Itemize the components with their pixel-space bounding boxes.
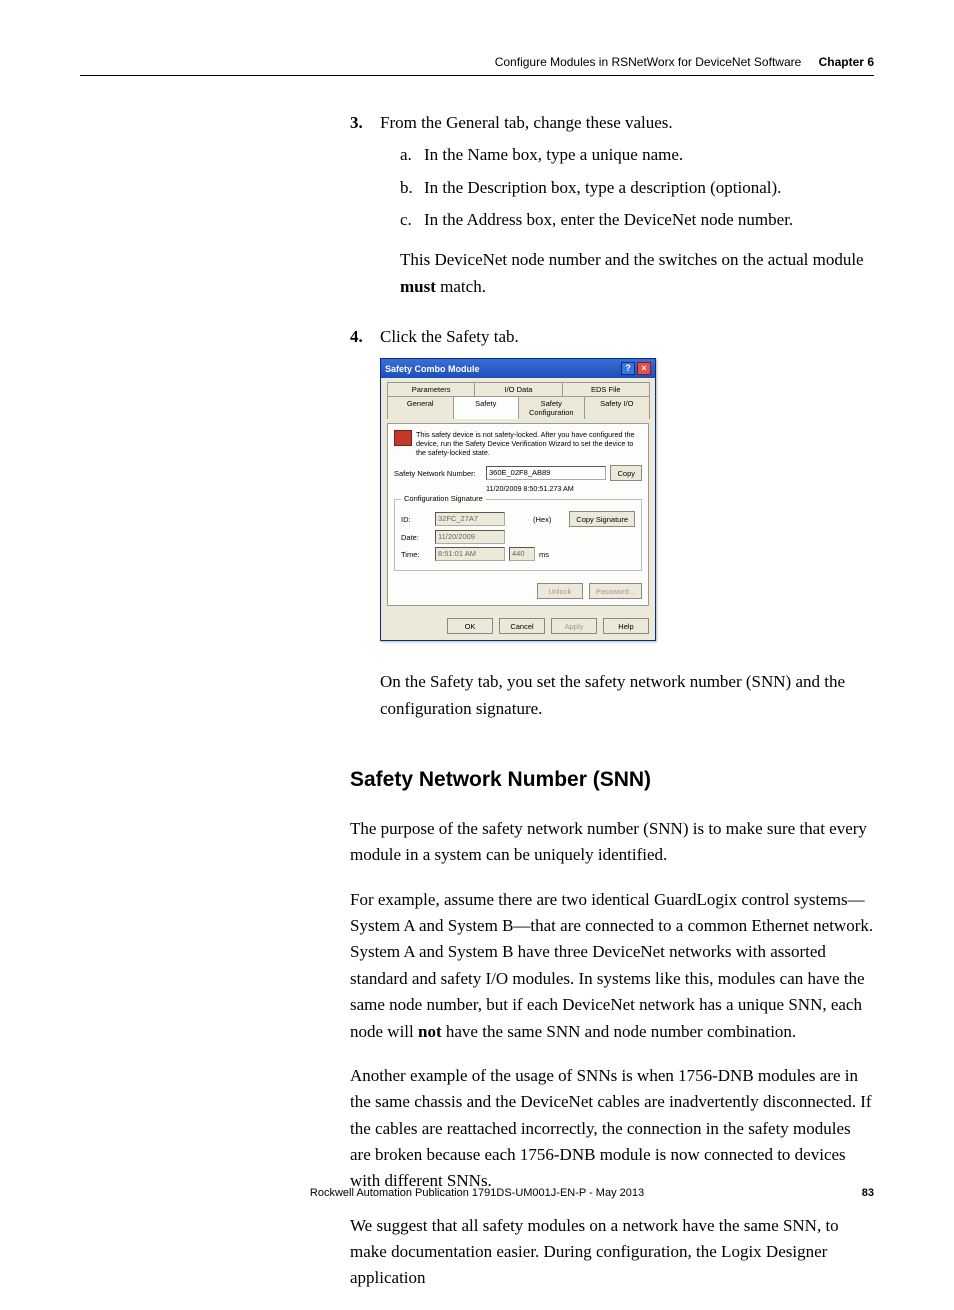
tab-safety-config[interactable]: Safety Configuration	[518, 396, 585, 419]
step-3-note-pre: This DeviceNet node number and the switc…	[400, 250, 864, 269]
safety-dialog: Safety Combo Module ? × Parameters I/O D…	[380, 358, 656, 641]
snn-label: Safety Network Number:	[394, 469, 482, 478]
ms-input: 440	[509, 547, 535, 561]
tab-safety[interactable]: Safety	[453, 396, 520, 419]
after-dialog-text: On the Safety tab, you set the safety ne…	[350, 669, 874, 722]
snn-para-2: For example, assume there are two identi…	[350, 887, 874, 1045]
config-signature-title: Configuration Signature	[401, 494, 486, 503]
step-4-number: 4.	[350, 324, 380, 350]
copy-signature-button[interactable]: Copy Signature	[569, 511, 635, 527]
close-icon[interactable]: ×	[637, 362, 651, 375]
step-3a-text: In the Name box, type a unique name.	[424, 142, 874, 168]
snn-para-1: The purpose of the safety network number…	[350, 816, 874, 869]
step-3b: b. In the Description box, type a descri…	[400, 175, 874, 201]
help-icon[interactable]: ?	[621, 362, 635, 375]
step-3-note: This DeviceNet node number and the switc…	[400, 247, 874, 300]
id-label: ID:	[401, 515, 431, 524]
ok-button[interactable]: OK	[447, 618, 493, 634]
copy-button[interactable]: Copy	[610, 465, 642, 481]
step-3c-letter: c.	[400, 207, 424, 233]
page-footer: Rockwell Automation Publication 1791DS-U…	[80, 1187, 874, 1199]
dialog-titlebar: Safety Combo Module ? ×	[381, 359, 655, 378]
step-3-number: 3.	[350, 110, 380, 318]
id-input: 32FC_27A7	[435, 512, 505, 526]
header-rule	[80, 75, 874, 76]
tab-general[interactable]: General	[387, 396, 454, 419]
step-3b-letter: b.	[400, 175, 424, 201]
date-label: Date:	[401, 533, 431, 542]
snn-para-2-pre: For example, assume there are two identi…	[350, 890, 873, 1041]
ms-unit: ms	[539, 550, 549, 559]
tab-safety-io[interactable]: Safety I/O	[584, 396, 651, 419]
step-3c-text: In the Address box, enter the DeviceNet …	[424, 207, 874, 233]
step-3c: c. In the Address box, enter the DeviceN…	[400, 207, 874, 233]
tab-eds-file[interactable]: EDS File	[562, 382, 650, 396]
config-signature-group: Configuration Signature ID: 32FC_27A7 (H…	[394, 499, 642, 571]
dialog-footer: OK Cancel Apply Help	[381, 612, 655, 640]
dialog-tabs: Parameters I/O Data EDS File General Saf…	[387, 382, 649, 419]
help-button[interactable]: Help	[603, 618, 649, 634]
cancel-button[interactable]: Cancel	[499, 618, 545, 634]
dialog-panel: This safety device is not safety-locked.…	[387, 423, 649, 606]
tab-io-data[interactable]: I/O Data	[474, 382, 562, 396]
password-button: Password...	[589, 583, 642, 599]
time-label: Time:	[401, 550, 431, 559]
snn-date-note: 11/20/2009 8:50:51.273 AM	[486, 484, 642, 493]
snn-input[interactable]: 360E_02F8_AB89	[486, 466, 606, 480]
step-3-text: From the General tab, change these value…	[380, 110, 874, 136]
snn-para-4: We suggest that all safety modules on a …	[350, 1213, 874, 1292]
step-3-note-post: match.	[436, 277, 486, 296]
step-3: 3. From the General tab, change these va…	[350, 110, 874, 318]
step-4-text: Click the Safety tab.	[380, 324, 874, 350]
footer-page-number: 83	[862, 1187, 874, 1199]
step-4: 4. Click the Safety tab.	[350, 324, 874, 350]
snn-para-2-bold: not	[418, 1022, 442, 1041]
page-header: Configure Modules in RSNetWorx for Devic…	[495, 55, 874, 69]
snn-para-3: Another example of the usage of SNNs is …	[350, 1063, 874, 1195]
header-chapter: Chapter 6	[819, 55, 874, 69]
apply-button: Apply	[551, 618, 597, 634]
dialog-title-text: Safety Combo Module	[385, 364, 480, 374]
step-3b-text: In the Description box, type a descripti…	[424, 175, 874, 201]
step-3a: a. In the Name box, type a unique name.	[400, 142, 874, 168]
time-input: 8:51:01 AM	[435, 547, 505, 561]
warning-text: This safety device is not safety-locked.…	[416, 430, 642, 457]
step-3a-letter: a.	[400, 142, 424, 168]
snn-para-2-post: have the same SNN and node number combin…	[442, 1022, 797, 1041]
footer-publication: Rockwell Automation Publication 1791DS-U…	[310, 1187, 644, 1199]
warning-icon	[394, 430, 412, 446]
header-section: Configure Modules in RSNetWorx for Devic…	[495, 55, 802, 69]
section-heading-snn: Safety Network Number (SNN)	[350, 768, 874, 792]
unlock-button: Unlock	[537, 583, 583, 599]
tab-parameters[interactable]: Parameters	[387, 382, 475, 396]
step-3-note-bold: must	[400, 277, 436, 296]
hex-label: (Hex)	[533, 515, 551, 524]
date-input: 11/20/2009	[435, 530, 505, 544]
